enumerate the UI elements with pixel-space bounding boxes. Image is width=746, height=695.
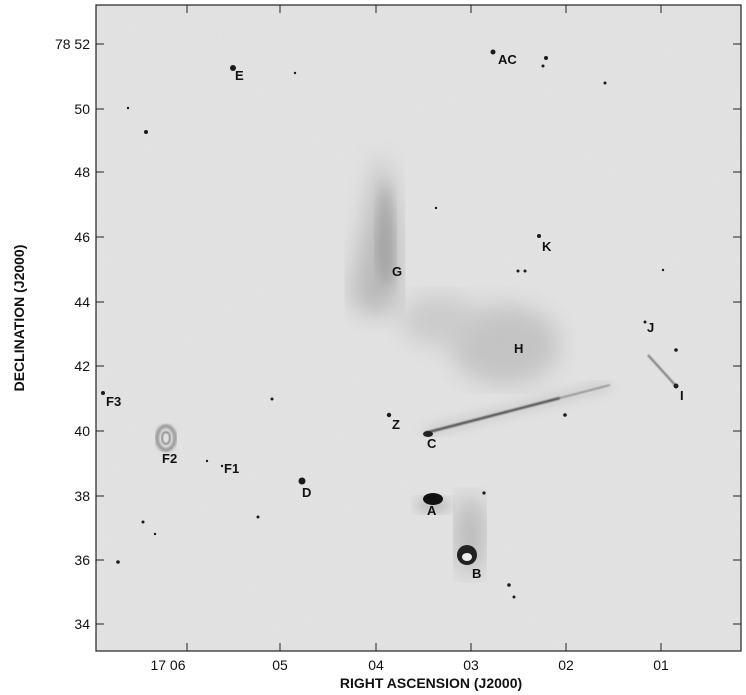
label-ac: AC <box>498 52 517 67</box>
x-tick-02: 02 <box>558 657 574 673</box>
label-d: D <box>302 485 311 500</box>
diffuse-emission-g-core <box>376 180 396 286</box>
x-axis-title: RIGHT ASCENSION (J2000) <box>340 675 522 691</box>
y-tick-44: 44 <box>74 294 90 310</box>
y-tick-40: 40 <box>74 423 90 439</box>
label-a: A <box>427 503 437 518</box>
label-g: G <box>392 264 402 279</box>
source-f2-ring <box>156 425 176 451</box>
label-h: H <box>514 341 523 356</box>
label-f2: F2 <box>162 451 177 466</box>
label-f3: F3 <box>106 394 121 409</box>
x-tick-04: 04 <box>368 657 384 673</box>
x-tick-01: 01 <box>653 657 669 673</box>
x-tick-05: 05 <box>272 657 288 673</box>
tail-c <box>423 381 611 437</box>
map-frame <box>95 4 742 652</box>
y-tick-38: 38 <box>74 488 90 504</box>
x-tick-labels: 17 06 05 04 03 02 01 <box>150 657 669 673</box>
y-tick-50: 50 <box>74 101 90 117</box>
source-labels: AC E K G J H I F3 Z C F2 F1 D A B <box>106 52 684 581</box>
label-j: J <box>647 320 654 335</box>
source-b-blob <box>456 495 484 575</box>
label-f1: F1 <box>224 461 239 476</box>
y-axis-title: DECLINATION (J2000) <box>11 245 27 392</box>
label-b: B <box>472 566 481 581</box>
source-a-blob <box>415 493 451 513</box>
y-tick-34: 34 <box>74 616 90 632</box>
x-tick-17-06: 17 06 <box>150 657 185 673</box>
label-i: I <box>680 388 684 403</box>
y-tick-labels: 78 52 50 48 46 44 42 40 38 36 34 <box>55 36 90 632</box>
label-z: Z <box>392 417 400 432</box>
y-tick-48: 48 <box>74 164 90 180</box>
y-tick-42: 42 <box>74 358 90 374</box>
y-tick-78-52: 78 52 <box>55 36 90 52</box>
y-tick-36: 36 <box>74 552 90 568</box>
label-k: K <box>542 239 552 254</box>
axis-ticks <box>96 5 741 651</box>
point-sources <box>101 49 678 599</box>
label-c: C <box>427 436 437 451</box>
diffuse-emission-h <box>400 295 560 385</box>
tail-i <box>647 354 679 389</box>
y-tick-46: 46 <box>74 229 90 245</box>
label-e: E <box>235 68 244 83</box>
x-tick-03: 03 <box>463 657 479 673</box>
